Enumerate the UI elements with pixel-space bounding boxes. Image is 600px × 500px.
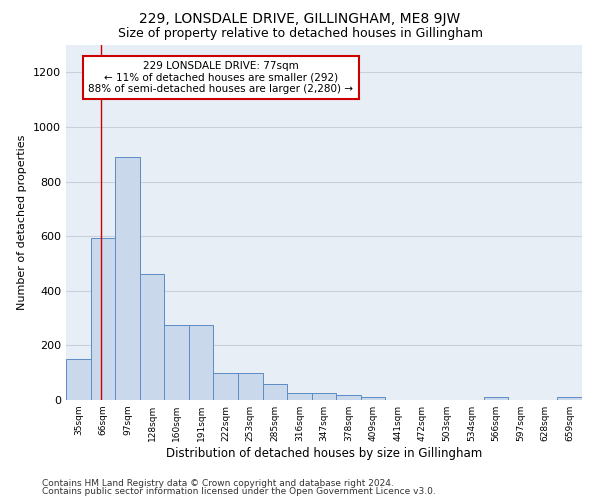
Bar xyxy=(140,274,164,400)
Bar xyxy=(66,359,91,400)
Bar xyxy=(312,393,336,400)
Bar xyxy=(91,238,115,400)
Text: 229, LONSDALE DRIVE, GILLINGHAM, ME8 9JW: 229, LONSDALE DRIVE, GILLINGHAM, ME8 9JW xyxy=(139,12,461,26)
Bar xyxy=(238,372,263,400)
X-axis label: Distribution of detached houses by size in Gillingham: Distribution of detached houses by size … xyxy=(166,447,482,460)
Bar xyxy=(361,396,385,400)
Text: Contains public sector information licensed under the Open Government Licence v3: Contains public sector information licen… xyxy=(42,487,436,496)
Bar xyxy=(557,398,582,400)
Bar xyxy=(287,393,312,400)
Bar xyxy=(164,325,189,400)
Bar xyxy=(189,325,214,400)
Bar xyxy=(263,384,287,400)
Text: Size of property relative to detached houses in Gillingham: Size of property relative to detached ho… xyxy=(118,28,482,40)
Text: Contains HM Land Registry data © Crown copyright and database right 2024.: Contains HM Land Registry data © Crown c… xyxy=(42,478,394,488)
Bar xyxy=(214,372,238,400)
Y-axis label: Number of detached properties: Number of detached properties xyxy=(17,135,28,310)
Bar xyxy=(115,157,140,400)
Text: 229 LONSDALE DRIVE: 77sqm
← 11% of detached houses are smaller (292)
88% of semi: 229 LONSDALE DRIVE: 77sqm ← 11% of detac… xyxy=(88,61,353,94)
Bar xyxy=(484,398,508,400)
Bar xyxy=(336,395,361,400)
